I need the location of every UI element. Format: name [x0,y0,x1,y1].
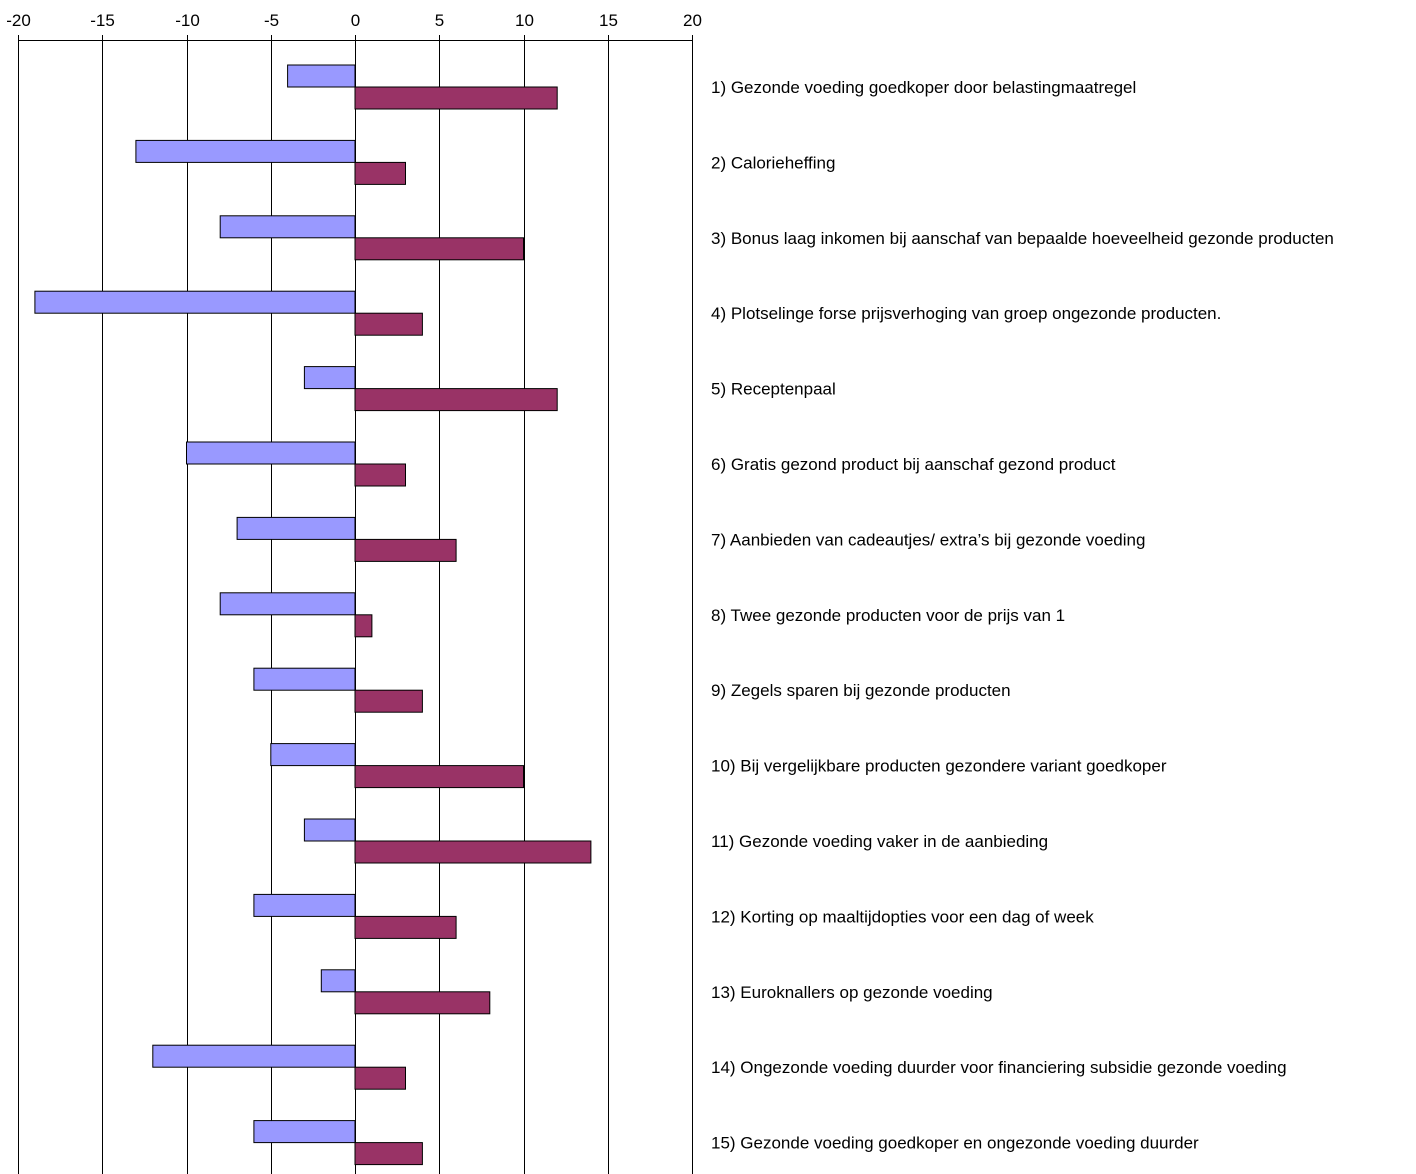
bar-series-1 [320,969,356,993]
bar-series-1 [219,215,356,239]
bar-series-1 [270,743,356,767]
bar-series-2 [354,86,558,110]
bar-series-2 [354,237,524,261]
category-label: 4) Plotselinge forse prijsverhoging van … [711,304,1221,323]
category-label: 11) Gezonde voeding vaker in de aanbiedi… [711,832,1048,851]
category-label: 13) Euroknallers op gezonde voeding [711,983,993,1002]
bar-series-1 [287,64,356,88]
bar-series-1 [219,592,356,616]
bar-series-2 [354,538,457,562]
bar-series-1 [303,366,356,390]
x-axis-ticks: -20 -15 -10 -5 0 5 10 15 20 [6,11,702,41]
x-tick-label: 20 [683,11,702,30]
category-label: 5) Receptenpaal [711,380,836,399]
bar-series-2 [354,614,373,638]
bar-series-1 [303,818,356,842]
bar-series-2 [354,915,457,939]
bar-series-2 [354,312,423,336]
bars [34,64,592,1166]
x-tick-label: -10 [175,11,200,30]
category-label: 1) Gezonde voeding goedkoper door belast… [711,78,1136,97]
category-label: 7) Aanbieden van cadeautjes/ extra’s bij… [711,530,1145,549]
category-label: 15) Gezonde voeding goedkoper en ongezon… [711,1134,1199,1153]
category-labels: 1) Gezonde voeding goedkoper door belast… [711,78,1334,1153]
x-tick-label: -20 [6,11,31,30]
category-label: 10) Bij vergelijkbare producten gezonder… [711,757,1167,776]
x-tick-label: 10 [515,11,534,30]
x-tick-label: -5 [264,11,279,30]
bar-series-2 [354,388,558,412]
bar-series-1 [135,139,356,163]
bar-series-2 [354,765,524,789]
category-label: 8) Twee gezonde producten voor de prijs … [711,606,1065,625]
bar-series-1 [152,1044,356,1068]
category-label: 14) Ongezonde voeding duurder voor finan… [711,1058,1287,1077]
category-label: 6) Gratis gezond product bij aanschaf ge… [711,455,1116,474]
category-label: 3) Bonus laag inkomen bij aanschaf van b… [711,229,1334,248]
bar-series-2 [354,689,423,713]
bar-series-1 [236,516,356,540]
bar-series-1 [253,1120,356,1144]
x-tick-label: 5 [435,11,444,30]
category-label: 12) Korting op maaltijdopties voor een d… [711,907,1094,926]
bar-series-2 [354,1142,423,1166]
category-label: 2) Calorieheffing [711,153,835,172]
bar-series-2 [354,1066,406,1090]
bar-series-2 [354,463,406,487]
x-tick-label: 0 [351,11,360,30]
bar-series-1 [186,441,356,465]
bar-series-1 [253,667,356,691]
x-tick-label: 15 [599,11,618,30]
bar-series-1 [253,893,356,917]
bar-series-2 [354,840,592,864]
bar-series-2 [354,161,406,185]
x-tick-label: -15 [90,11,115,30]
category-label: 9) Zegels sparen bij gezonde producten [711,681,1011,700]
bar-series-1 [34,290,356,314]
bar-series-2 [354,991,491,1015]
